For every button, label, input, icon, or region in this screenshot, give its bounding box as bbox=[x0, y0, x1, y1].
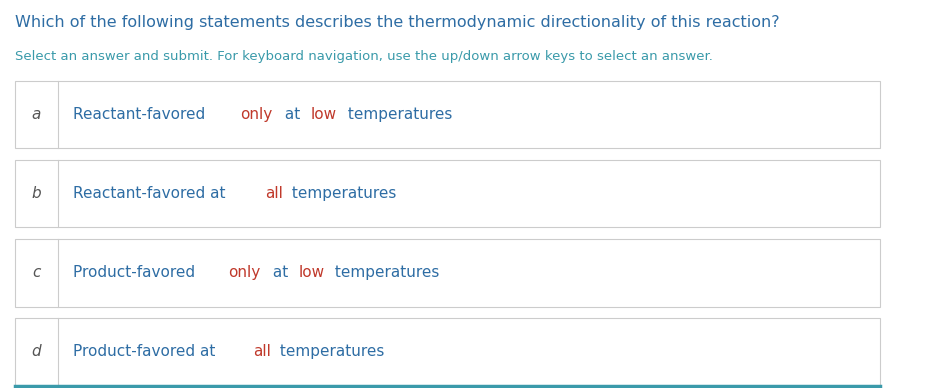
FancyBboxPatch shape bbox=[15, 160, 880, 227]
Text: at: at bbox=[267, 265, 293, 280]
Text: Which of the following statements describes the thermodynamic directionality of : Which of the following statements descri… bbox=[15, 15, 779, 30]
Text: temperatures: temperatures bbox=[287, 186, 396, 201]
Text: d: d bbox=[31, 344, 41, 359]
Text: at: at bbox=[279, 107, 305, 122]
FancyBboxPatch shape bbox=[15, 318, 880, 385]
Text: temperatures: temperatures bbox=[330, 265, 439, 280]
Text: all: all bbox=[253, 344, 271, 359]
Text: b: b bbox=[31, 186, 41, 201]
FancyBboxPatch shape bbox=[15, 239, 880, 307]
Text: Reactant-favored at: Reactant-favored at bbox=[72, 186, 231, 201]
Text: only: only bbox=[228, 265, 261, 280]
Text: low: low bbox=[311, 107, 337, 122]
Text: a: a bbox=[31, 107, 40, 122]
Text: Product-favored at: Product-favored at bbox=[72, 344, 220, 359]
Text: temperatures: temperatures bbox=[275, 344, 384, 359]
Text: low: low bbox=[298, 265, 325, 280]
FancyBboxPatch shape bbox=[15, 81, 880, 148]
Text: all: all bbox=[265, 186, 283, 201]
Text: Reactant-favored: Reactant-favored bbox=[72, 107, 210, 122]
Text: temperatures: temperatures bbox=[343, 107, 452, 122]
Text: Product-favored: Product-favored bbox=[72, 265, 199, 280]
Text: only: only bbox=[241, 107, 273, 122]
Text: c: c bbox=[32, 265, 40, 280]
Text: Select an answer and submit. For keyboard navigation, use the up/down arrow keys: Select an answer and submit. For keyboar… bbox=[15, 50, 712, 63]
